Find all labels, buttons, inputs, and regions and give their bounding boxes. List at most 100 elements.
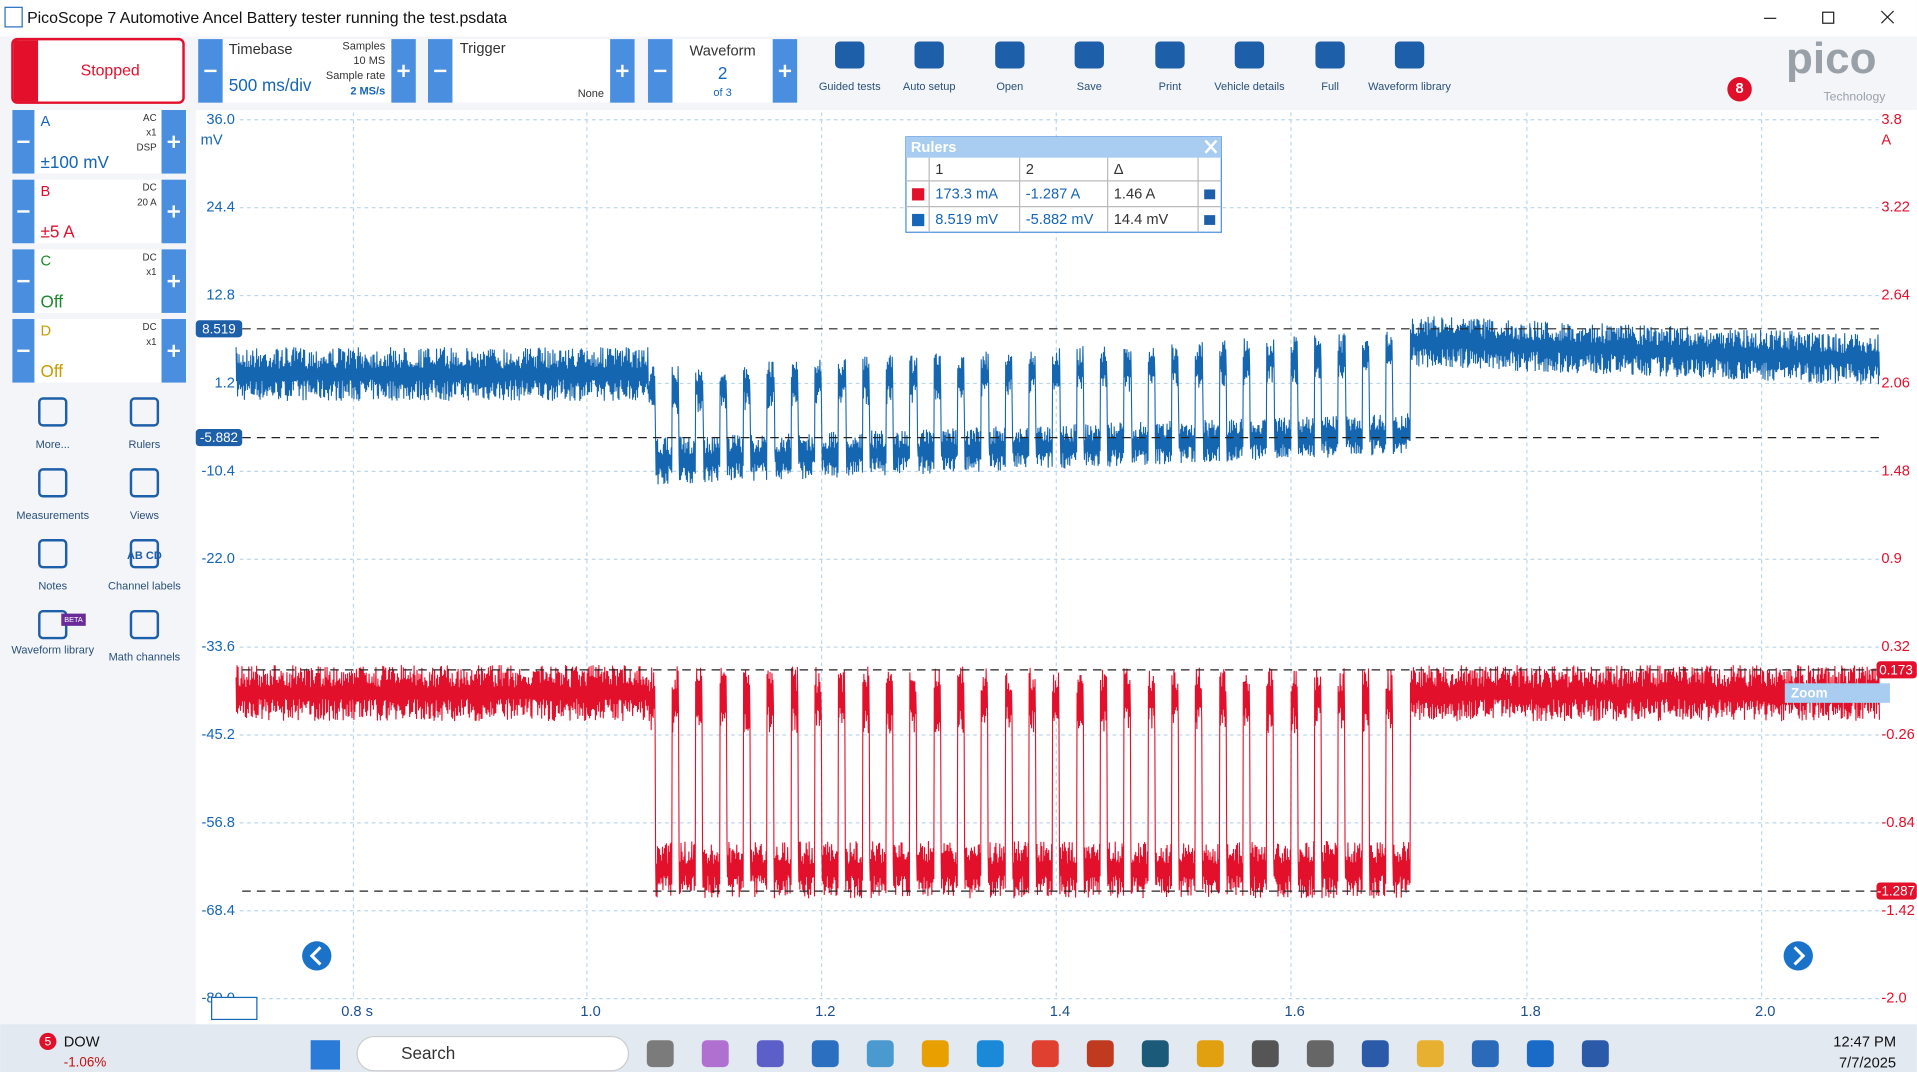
toolbar-button-icon[interactable] <box>1074 41 1104 69</box>
scroll-right-button[interactable] <box>1783 941 1813 971</box>
channel-range: ±5 A <box>41 223 76 242</box>
channel-coupling: DC <box>143 322 157 333</box>
zoom-widget[interactable] <box>1784 683 1890 703</box>
channel-panel[interactable] <box>12 249 186 313</box>
tool-icon[interactable] <box>38 397 68 427</box>
channel-panel[interactable] <box>12 179 186 244</box>
tool-label: Waveform library <box>11 644 94 656</box>
x-axis-label: 1.0 <box>580 1004 600 1020</box>
taskbar-app[interactable] <box>701 1040 729 1068</box>
plus-sign <box>167 205 180 218</box>
waveform-current: 2 <box>718 64 728 83</box>
toolbar-button-icon[interactable] <box>1234 41 1265 69</box>
title-bar <box>0 0 1917 37</box>
taskbar-app[interactable] <box>1581 1040 1609 1068</box>
tool-icon[interactable] <box>38 468 68 498</box>
toolbar-button-icon[interactable] <box>1315 41 1345 69</box>
search-label: Search <box>401 1044 455 1063</box>
lock-icon[interactable] <box>1204 189 1216 200</box>
tool-icon[interactable] <box>129 609 160 640</box>
toolbar-button-label: Print <box>1159 81 1182 93</box>
start-button[interactable] <box>310 1040 340 1070</box>
arrow <box>1793 946 1806 966</box>
ruler-tag[interactable] <box>1876 661 1917 679</box>
taskbar-app[interactable] <box>756 1040 784 1068</box>
close-button[interactable] <box>1880 10 1895 24</box>
search-box[interactable] <box>356 1035 630 1072</box>
logo: pico <box>1786 34 1876 83</box>
trigger-mode: None <box>578 88 604 100</box>
right-axis-label: -0.26 <box>1881 727 1914 743</box>
timebase-label: Timebase <box>229 42 293 58</box>
left-axis-label: -68.4 <box>201 903 234 919</box>
x-axis-label: 2.0 <box>1755 1004 1775 1020</box>
waveform-label: Waveform <box>689 43 755 59</box>
ruler-tag[interactable] <box>1876 882 1917 900</box>
taskbar-app[interactable] <box>1196 1040 1224 1068</box>
toolbar-button-icon[interactable] <box>835 41 865 69</box>
left-axis-label: -45.2 <box>201 727 234 743</box>
taskbar-app[interactable] <box>1416 1040 1444 1068</box>
channel-panel[interactable] <box>12 110 186 174</box>
taskbar-app[interactable] <box>811 1040 839 1068</box>
toolbar-button-label: Waveform library <box>1368 81 1451 93</box>
scroll-left-button[interactable] <box>302 941 332 971</box>
taskbar-app[interactable] <box>1141 1040 1169 1068</box>
beta-label: BETA <box>64 615 83 624</box>
clock-date: 7/7/2025 <box>1839 1055 1896 1071</box>
scroll-thumb[interactable] <box>211 996 258 1021</box>
tool-icon[interactable] <box>129 468 160 498</box>
channel-name: C <box>41 254 52 270</box>
plus-sign <box>167 135 180 148</box>
rulers-cell: 1.46 A <box>1114 186 1156 202</box>
tool-icon[interactable] <box>129 397 160 427</box>
channel-a-trace <box>235 316 1880 485</box>
x-axis-label: 1.6 <box>1284 1004 1304 1020</box>
channel-panel[interactable] <box>12 319 186 383</box>
taskbar-app[interactable] <box>1471 1040 1499 1068</box>
x-axis-label: 1.8 <box>1520 1004 1540 1020</box>
taskbar-app[interactable] <box>921 1040 949 1068</box>
left-axis-label: -33.6 <box>201 639 234 655</box>
tool-label: More... <box>36 439 70 451</box>
right-axis-unit: A <box>1881 133 1891 149</box>
ruler-tag-label: -5.882 <box>200 430 238 445</box>
timebase-value: 500 ms/div <box>229 76 312 95</box>
toolbar-button-icon[interactable] <box>914 41 944 69</box>
taskbar-app[interactable] <box>646 1040 674 1068</box>
taskbar-app[interactable] <box>1361 1040 1389 1068</box>
taskbar-app[interactable] <box>1306 1040 1334 1068</box>
taskbar-app[interactable] <box>1251 1040 1279 1068</box>
restore-button[interactable] <box>1822 11 1835 24</box>
taskbar-app[interactable] <box>1526 1040 1554 1068</box>
channel-coupling: AC <box>143 113 157 124</box>
taskbar-app[interactable] <box>866 1040 894 1068</box>
tool-icon[interactable] <box>129 539 160 569</box>
toolbar-button-icon[interactable] <box>1155 41 1185 69</box>
ruler-tag[interactable] <box>195 429 243 447</box>
left-axis-label: 24.4 <box>206 200 235 216</box>
left-axis-label: -56.8 <box>201 815 234 831</box>
tool-icon[interactable] <box>38 539 68 569</box>
taskbar-app[interactable] <box>1031 1040 1059 1068</box>
tool-label: Channel labels <box>108 581 181 593</box>
right-axis-label: 2.06 <box>1881 375 1910 391</box>
x-axis-label: 1.2 <box>815 1004 835 1020</box>
ruler-tag-label: 0.173 <box>1879 662 1913 677</box>
ruler-tag-label: 8.519 <box>202 321 236 336</box>
waveform-count: of 3 <box>713 87 731 99</box>
trigger-label: Trigger <box>460 41 506 57</box>
toolbar-button-icon[interactable] <box>1394 41 1425 69</box>
channel-coupling: DC <box>143 183 157 194</box>
lock-icon[interactable] <box>1204 215 1216 225</box>
stop-button[interactable] <box>11 37 185 104</box>
clock-time: 12:47 PM <box>1833 1035 1896 1051</box>
stock-badge <box>39 1032 57 1050</box>
close-rulers[interactable] <box>1204 139 1218 154</box>
logo-subtitle: Technology <box>1824 90 1887 104</box>
taskbar-app[interactable] <box>976 1040 1004 1068</box>
toolbar-button-label: Full <box>1321 81 1339 93</box>
ruler-tag[interactable] <box>195 320 243 338</box>
toolbar-button-icon[interactable] <box>995 41 1025 69</box>
taskbar-app[interactable] <box>1086 1040 1114 1068</box>
